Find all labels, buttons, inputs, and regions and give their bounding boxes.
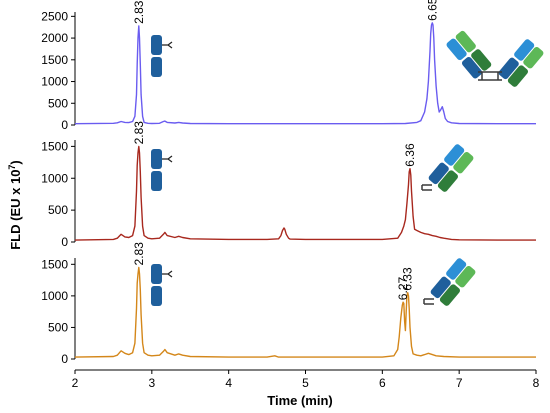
peak-label: 6.65	[425, 0, 439, 21]
y-axis-title-main: FLD (EU x 10	[8, 170, 23, 250]
peak-label: 2.83	[132, 242, 146, 266]
trace-line	[74, 266, 536, 358]
y-tick-label: 1000	[41, 289, 68, 303]
y-tick-label: 1000	[41, 171, 68, 185]
y-tick-label: 0	[61, 118, 68, 132]
x-axis: 2 3 4 5 6 7 8	[72, 369, 540, 390]
y-axis-title-superscript: 7	[7, 165, 17, 170]
peak-label: 6.36	[403, 143, 417, 167]
y-tick-label: 1500	[41, 257, 68, 271]
y-axis-title-close: )	[8, 160, 23, 164]
x-tick-label: 7	[456, 376, 463, 390]
y-tick-label: 1500	[41, 53, 68, 67]
y-tick-label: 0	[61, 235, 68, 249]
y-tick-label: 0	[61, 352, 68, 366]
trace-line	[74, 22, 536, 125]
chromatogram-panel-3: 0 500 1000 1500 2.83 6.276.33	[41, 242, 536, 366]
peak-label: 6.33	[401, 267, 415, 291]
antibody-icon	[446, 30, 544, 87]
y-axis-title: FLD (EU x 107)	[7, 160, 23, 250]
y-tick-label: 2500	[41, 9, 68, 23]
peak-label: 6.27	[396, 277, 410, 301]
peak-label: 2.83	[132, 0, 146, 24]
glycan-stack-icon	[151, 149, 173, 191]
x-tick-label: 5	[302, 376, 309, 390]
x-tick-label: 8	[533, 376, 540, 390]
x-tick-label: 2	[72, 376, 79, 390]
x-tick-label: 3	[148, 376, 155, 390]
antibody-icon	[421, 144, 474, 192]
y-tick-label: 1000	[41, 75, 68, 89]
y-tick-label: 500	[48, 320, 68, 334]
structure-icons	[151, 30, 544, 306]
antibody-icon	[423, 258, 476, 306]
x-axis-title: Time (min)	[267, 393, 333, 408]
glycan-stack-icon	[151, 264, 173, 306]
y-tick-label: 2000	[41, 31, 68, 45]
chromatogram-panel-1: 0 500 1000 1500 2000 2500 2.83 6.65	[41, 0, 536, 132]
glycan-stack-icon	[151, 35, 173, 77]
x-tick-label: 4	[225, 376, 232, 390]
y-tick-label: 500	[48, 96, 68, 110]
chromatogram-panel-2: 0 500 1000 1500 2.83 6.36	[41, 121, 536, 249]
x-tick-label: 6	[379, 376, 386, 390]
peak-label: 2.83	[132, 121, 146, 145]
y-tick-label: 500	[48, 203, 68, 217]
y-tick-label: 1500	[41, 139, 68, 153]
trace-line	[74, 145, 536, 241]
